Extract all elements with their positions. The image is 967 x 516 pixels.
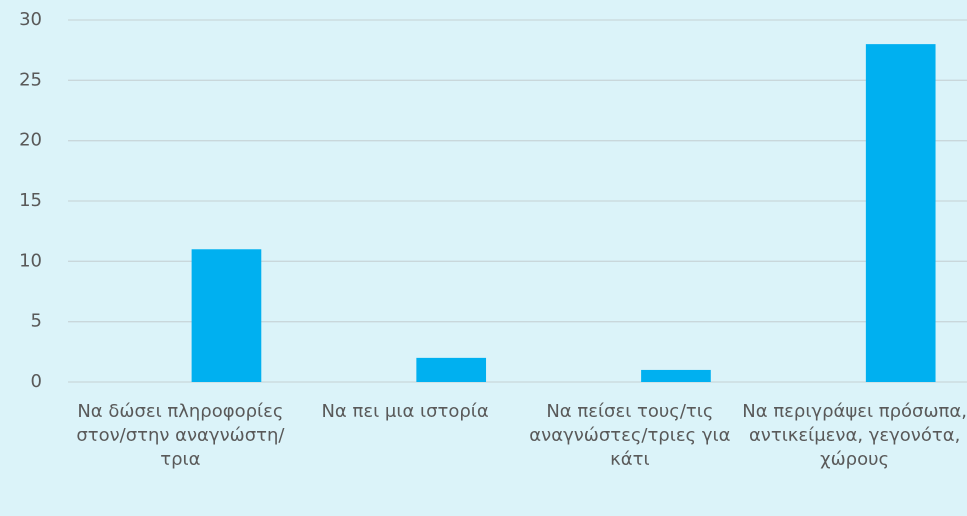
- bar: [191, 249, 262, 382]
- y-tick-label: 20: [19, 130, 42, 151]
- y-tick-label: 25: [19, 69, 42, 90]
- bar: [865, 44, 936, 383]
- y-tick-label: 15: [19, 190, 42, 211]
- x-tick-label: Να πει μια ιστορία: [321, 401, 489, 422]
- bar: [641, 369, 711, 382]
- x-tick-label: Να περιγράψει πρόσωπα, αντικείμενα, γεγο…: [742, 401, 967, 470]
- x-tick-label: Να δώσει πληροφορίες στον/στην αναγνώστη…: [76, 401, 285, 470]
- y-tick-label: 5: [31, 311, 42, 332]
- y-tick-label: 30: [19, 9, 42, 30]
- bar: [416, 357, 487, 382]
- y-tick-label: 0: [31, 371, 42, 392]
- y-tick-label: 10: [19, 250, 42, 271]
- x-tick-label: Να πείσει τους/τις αναγνώστες/τριες για …: [529, 401, 731, 470]
